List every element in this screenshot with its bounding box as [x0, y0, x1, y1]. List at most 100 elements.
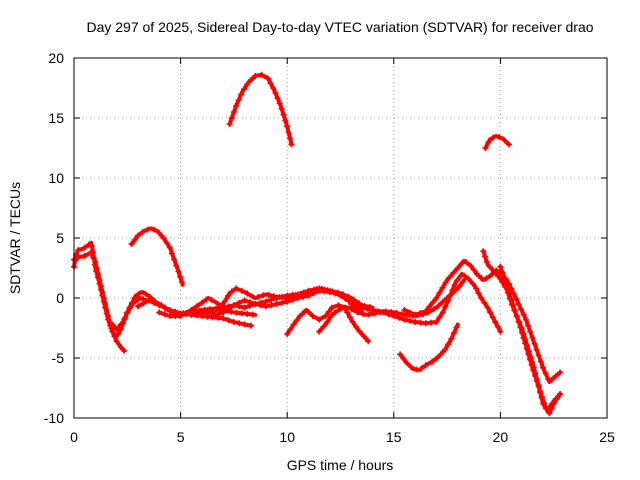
data-point	[287, 135, 294, 142]
data-point	[365, 311, 372, 318]
data-point	[109, 321, 116, 328]
data-point	[413, 366, 420, 373]
data-point	[288, 141, 295, 148]
data-point	[495, 273, 502, 280]
data-point	[463, 259, 470, 266]
data-point	[501, 137, 508, 144]
data-point	[92, 259, 99, 265]
data-point	[270, 85, 277, 91]
y-tick-label: -5	[52, 350, 65, 366]
data-point	[284, 298, 291, 305]
plot-area	[71, 71, 564, 417]
data-point	[502, 280, 509, 287]
data-point	[527, 328, 534, 335]
data-point	[166, 307, 173, 313]
data-point	[241, 321, 248, 328]
data-point	[273, 301, 280, 307]
data-point	[156, 309, 163, 316]
data-point	[289, 296, 296, 303]
data-point	[294, 295, 301, 301]
data-point	[349, 319, 356, 325]
data-point	[95, 271, 102, 277]
data-point	[422, 320, 429, 327]
data-point	[276, 294, 283, 301]
data-point	[267, 80, 274, 87]
data-point	[280, 111, 287, 118]
data-point	[160, 235, 167, 241]
data-point	[177, 313, 184, 319]
data-point	[188, 309, 195, 316]
data-point	[459, 260, 466, 267]
data-point	[535, 383, 542, 390]
data-point	[542, 370, 549, 377]
data-point	[533, 378, 540, 385]
data-point	[549, 400, 556, 407]
x-tick-label: 0	[70, 429, 78, 445]
data-point	[473, 285, 480, 292]
data-point	[537, 389, 544, 396]
data-point	[448, 335, 455, 342]
data-point	[429, 358, 436, 365]
data-point	[278, 299, 285, 306]
chart-title: Day 297 of 2025, Sidereal Day-to-day VTE…	[86, 19, 593, 35]
data-point	[465, 275, 472, 282]
data-point	[81, 244, 88, 251]
data-point	[272, 90, 279, 96]
data-point	[470, 266, 477, 273]
data-point	[284, 331, 291, 337]
data-series	[482, 134, 512, 151]
x-tick-label: 5	[177, 429, 185, 445]
data-point	[480, 248, 487, 255]
data-point	[296, 313, 303, 319]
data-point	[163, 239, 170, 246]
data-point	[418, 365, 425, 372]
data-point	[316, 287, 323, 294]
data-point	[131, 295, 138, 301]
data-point	[144, 226, 151, 233]
data-point	[552, 395, 559, 402]
y-tick-label: 20	[48, 50, 64, 66]
data-point	[331, 309, 338, 316]
data-point	[442, 303, 449, 310]
data-point	[469, 280, 476, 287]
data-point	[145, 297, 152, 304]
x-tick-label: 25	[599, 429, 615, 445]
series-trace	[129, 226, 185, 287]
data-point	[506, 291, 513, 298]
data-point	[473, 271, 480, 277]
data-point	[454, 265, 461, 271]
data-point	[208, 296, 215, 303]
data-point	[433, 295, 440, 301]
data-point	[325, 308, 332, 315]
data-point	[401, 316, 408, 323]
data-point	[134, 303, 141, 310]
data-point	[497, 328, 504, 335]
data-point	[96, 277, 103, 283]
data-point	[360, 311, 367, 317]
data-point	[241, 86, 248, 93]
data-point	[481, 299, 488, 306]
data-point	[328, 304, 335, 311]
data-point	[265, 75, 272, 82]
data-point	[478, 275, 485, 281]
data-point	[326, 289, 333, 295]
data-point	[235, 97, 242, 104]
data-point	[518, 329, 525, 336]
data-point	[422, 308, 429, 315]
data-point	[310, 290, 317, 297]
data-point	[193, 303, 200, 310]
data-point	[274, 95, 281, 102]
data-point	[447, 292, 454, 299]
data-point	[522, 340, 529, 347]
data-point	[193, 310, 200, 316]
data-point	[348, 301, 355, 307]
y-tick-label: 5	[56, 230, 64, 246]
data-point	[518, 306, 525, 313]
data-point	[538, 395, 545, 401]
data-point	[173, 262, 180, 269]
data-point	[529, 334, 536, 341]
data-point	[548, 377, 555, 383]
data-point	[433, 355, 440, 362]
data-point	[441, 346, 448, 353]
